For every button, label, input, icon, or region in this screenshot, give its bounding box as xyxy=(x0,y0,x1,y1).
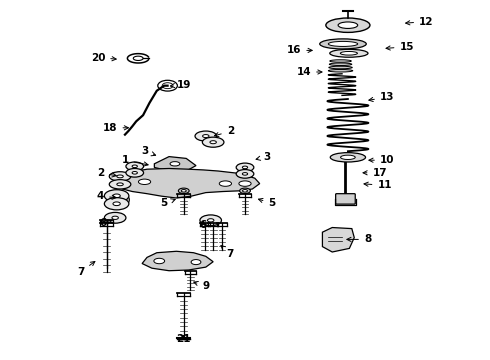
Ellipse shape xyxy=(328,69,353,72)
Text: 18: 18 xyxy=(103,123,128,133)
Ellipse shape xyxy=(195,131,217,141)
Text: 6: 6 xyxy=(200,220,207,230)
Ellipse shape xyxy=(117,183,123,186)
Text: 12: 12 xyxy=(406,17,434,27)
Polygon shape xyxy=(322,228,354,252)
Ellipse shape xyxy=(121,195,129,205)
Ellipse shape xyxy=(113,202,120,206)
Text: 19: 19 xyxy=(171,80,191,90)
Text: 4: 4 xyxy=(97,191,116,201)
Text: 7: 7 xyxy=(221,246,234,259)
Ellipse shape xyxy=(329,63,352,66)
Ellipse shape xyxy=(236,163,254,172)
Ellipse shape xyxy=(330,60,351,62)
Text: 2: 2 xyxy=(215,126,234,137)
Ellipse shape xyxy=(104,190,129,202)
Text: 14: 14 xyxy=(296,67,322,77)
Text: 13: 13 xyxy=(369,92,394,102)
Text: 2: 2 xyxy=(97,168,116,178)
Ellipse shape xyxy=(319,39,366,49)
Ellipse shape xyxy=(210,141,217,144)
Text: 6: 6 xyxy=(99,218,112,228)
Text: 21: 21 xyxy=(176,334,191,344)
Ellipse shape xyxy=(154,258,165,264)
Ellipse shape xyxy=(126,162,144,171)
Ellipse shape xyxy=(112,216,119,220)
Ellipse shape xyxy=(202,137,224,147)
Ellipse shape xyxy=(138,179,151,185)
Ellipse shape xyxy=(326,18,370,32)
Text: 10: 10 xyxy=(369,155,394,165)
Ellipse shape xyxy=(132,171,137,174)
Text: 9: 9 xyxy=(194,281,209,291)
Ellipse shape xyxy=(329,66,352,69)
Ellipse shape xyxy=(338,22,358,28)
Polygon shape xyxy=(154,157,196,171)
Ellipse shape xyxy=(243,189,247,192)
Ellipse shape xyxy=(104,212,126,223)
Ellipse shape xyxy=(104,198,129,210)
Text: 8: 8 xyxy=(347,234,371,244)
Ellipse shape xyxy=(132,165,137,168)
Ellipse shape xyxy=(170,162,180,166)
Text: 5: 5 xyxy=(259,198,275,208)
Ellipse shape xyxy=(239,181,251,186)
Ellipse shape xyxy=(330,49,368,57)
Ellipse shape xyxy=(200,215,221,226)
FancyBboxPatch shape xyxy=(336,194,355,204)
Ellipse shape xyxy=(202,135,209,138)
Ellipse shape xyxy=(191,260,201,265)
Ellipse shape xyxy=(236,170,254,178)
Polygon shape xyxy=(142,251,213,271)
Text: 3: 3 xyxy=(141,146,156,156)
Ellipse shape xyxy=(181,189,186,192)
Text: 17: 17 xyxy=(363,168,387,178)
Ellipse shape xyxy=(340,51,358,55)
Ellipse shape xyxy=(328,41,358,46)
Ellipse shape xyxy=(126,168,144,177)
Ellipse shape xyxy=(240,188,250,194)
Ellipse shape xyxy=(109,172,131,181)
Ellipse shape xyxy=(117,175,123,178)
Ellipse shape xyxy=(178,188,189,194)
Ellipse shape xyxy=(341,155,355,159)
Polygon shape xyxy=(115,168,260,198)
Ellipse shape xyxy=(243,166,247,169)
Text: 15: 15 xyxy=(386,42,414,52)
Ellipse shape xyxy=(113,194,120,198)
Ellipse shape xyxy=(109,180,131,189)
Text: 11: 11 xyxy=(364,180,392,190)
Ellipse shape xyxy=(243,172,247,175)
Text: 7: 7 xyxy=(77,261,95,277)
Ellipse shape xyxy=(220,181,232,186)
Text: 1: 1 xyxy=(122,155,148,166)
Ellipse shape xyxy=(330,153,366,162)
Text: 20: 20 xyxy=(91,53,116,63)
Text: 3: 3 xyxy=(256,152,270,162)
Text: 16: 16 xyxy=(287,45,312,55)
Ellipse shape xyxy=(207,219,214,222)
Text: 5: 5 xyxy=(161,198,175,208)
